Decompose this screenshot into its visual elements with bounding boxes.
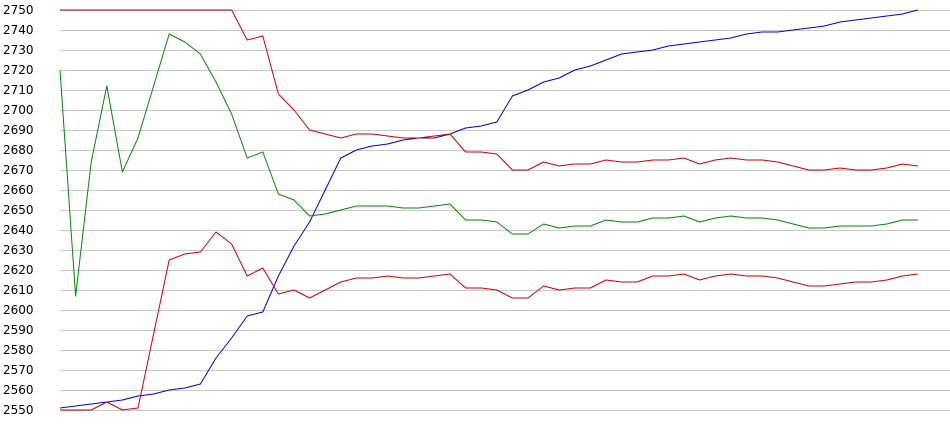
y-tick-label: 2580 [3,343,34,357]
y-tick-label: 2630 [3,243,34,257]
y-tick-label: 2670 [3,163,34,177]
y-tick-label: 2610 [3,283,34,297]
y-tick-label: 2730 [3,43,34,57]
y-tick-labels: 2550 2560 2570 2580 2590 2600 2610 2620 2630 2640… [3,3,34,417]
y-tick-label: 2590 [3,323,34,337]
y-tick-label: 2710 [3,83,34,97]
y-tick-label: 2720 [3,63,34,77]
y-tick-label: 2740 [3,23,34,37]
y-tick-label: 2600 [3,303,34,317]
grid [60,10,950,411]
y-tick-label: 2660 [3,183,34,197]
y-tick-label: 2680 [3,143,34,157]
y-tick-label: 2750 [3,3,34,17]
y-tick-label: 2700 [3,103,34,117]
y-tick-label: 2690 [3,123,34,137]
series-lines [59,9,919,411]
y-tick-label: 2650 [3,203,34,217]
series-line-3 [59,33,918,297]
y-tick-label: 2560 [3,383,34,397]
y-tick-label: 2570 [3,363,34,377]
series-line-4 [60,231,919,411]
y-tick-label: 2620 [3,263,34,277]
series-line-2 [60,9,919,171]
y-tick-label: 2640 [3,223,34,237]
y-tick-label: 2550 [3,403,34,417]
series-line-1 [59,9,919,409]
